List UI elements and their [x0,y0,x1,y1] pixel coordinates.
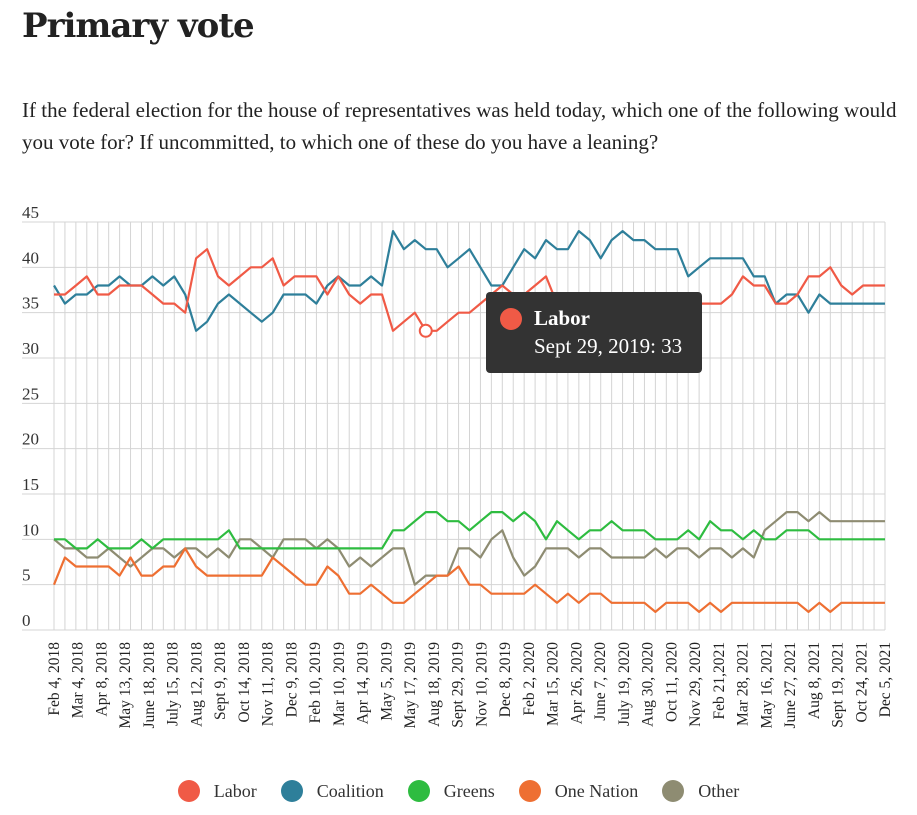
y-tick-label: 10 [22,520,39,539]
page-title: Primary vote [22,6,255,46]
x-tick-label: Apr 14, 2019 [355,642,372,724]
y-tick-label: 0 [22,611,31,630]
tooltip-series-dot [500,308,522,330]
chart-grid [22,221,886,631]
y-tick-label: 45 [22,203,39,222]
series-lines [52,230,885,613]
x-tick-label: Mar 28, 2021 [735,642,752,726]
y-tick-label: 5 [22,566,31,585]
legend-label-coalition: Coalition [316,780,384,801]
x-tick-label: Aug 12, 2018 [188,642,205,727]
legend-item-greens[interactable]: Greens [407,780,495,802]
y-tick-label: 35 [22,294,39,313]
x-tick-label: Nov 11, 2018 [260,642,277,726]
x-axis-ticks: Feb 4, 2018 Mar 4, 2018 Apr 8, 2018 May 13,… [46,642,894,729]
x-tick-label: May 5, 2019 [378,642,395,721]
x-tick-label: Feb 10, 2019 [307,642,324,724]
legend-label-one-nation: One Nation [554,780,639,801]
x-tick-label: Dec 8, 2019 [497,642,514,718]
x-tick-label: Apr 8, 2018 [93,642,110,717]
y-tick-label: 25 [22,384,39,403]
series-line-greens [54,511,885,550]
y-axis-ticks: 0 5 10 15 20 25 30 35 40 45 [22,203,39,630]
x-tick-label: Feb 4, 2018 [46,642,63,716]
legend-dot-other [662,780,685,802]
x-tick-label: May 13, 2018 [117,642,134,729]
tooltip-series-name: Labor [534,306,591,330]
x-tick-label: Sept 19, 2021 [830,642,847,728]
x-tick-label: Oct 14, 2018 [236,642,253,723]
x-tick-label: June 18, 2018 [141,642,158,729]
x-tick-label: June 27, 2021 [782,642,799,729]
hover-marker [418,323,433,338]
x-tick-label: Apr 26, 2020 [568,642,585,724]
x-tick-label: July 19, 2020 [616,642,633,726]
legend-label-other: Other [698,780,740,801]
x-tick-label: Feb 2, 2020 [521,642,538,716]
chart-tooltip: Labor Sept 29, 2019: 33 [486,292,702,373]
x-tick-label: June 7, 2020 [592,642,609,721]
legend-dot-one-nation [518,780,541,802]
x-tick-label: Mar 10, 2019 [331,642,348,726]
series-line-other [53,511,885,586]
x-tick-label: July 15, 2018 [165,642,182,726]
x-tick-label: Nov 10, 2019 [473,642,490,727]
x-tick-label: Sept 9, 2018 [212,642,229,720]
x-tick-label: Aug 8, 2021 [806,642,823,719]
x-tick-label: Sept 29, 2019 [450,642,467,728]
x-tick-label: Nov 29, 2020 [687,642,704,727]
chart-legend: Labor Coalition Greens One Nation Other [0,778,917,804]
x-tick-label: Mar 4, 2018 [70,642,87,718]
primary-vote-line-chart[interactable]: 0 5 10 15 20 25 30 35 40 45 Feb 4, 2018 Mar 4, 201… [0,0,917,775]
series-line-labor [54,248,885,332]
legend-label-greens: Greens [443,780,495,801]
series-line-coalition [53,230,885,332]
x-tick-label: Feb 21,2021 [711,642,728,720]
hover-point [418,323,433,338]
series-line-one-nation [52,547,885,613]
x-tick-label: Aug 30, 2020 [640,642,657,727]
x-tick-label: May 17, 2019 [402,642,419,729]
legend-label-labor: Labor [213,780,257,801]
x-tick-label: Mar 15, 2020 [545,642,562,726]
legend-item-coalition[interactable]: Coalition [280,780,384,802]
y-tick-label: 40 [22,248,39,267]
y-tick-label: 20 [22,430,39,449]
y-tick-label: 30 [22,339,39,358]
legend-item-other[interactable]: Other [662,780,739,802]
x-tick-label: May 16, 2021 [758,642,775,729]
x-tick-label: Oct 11, 2020 [663,642,680,722]
x-tick-label: Dec 5, 2021 [877,642,894,717]
x-tick-label: Oct 24, 2021 [853,642,870,723]
tooltip-value: Sept 29, 2019: 33 [534,334,683,358]
legend-dot-greens [407,780,430,802]
legend-item-one-nation[interactable]: One Nation [518,780,639,802]
y-tick-label: 15 [22,475,39,494]
x-tick-label: Aug 18, 2019 [426,642,443,727]
legend-dot-labor [177,780,200,802]
legend-dot-coalition [280,780,303,802]
survey-question: If the federal election for the house of… [22,98,897,154]
legend-item-labor[interactable]: Labor [177,780,257,802]
x-tick-label: Dec 9, 2018 [283,642,300,718]
